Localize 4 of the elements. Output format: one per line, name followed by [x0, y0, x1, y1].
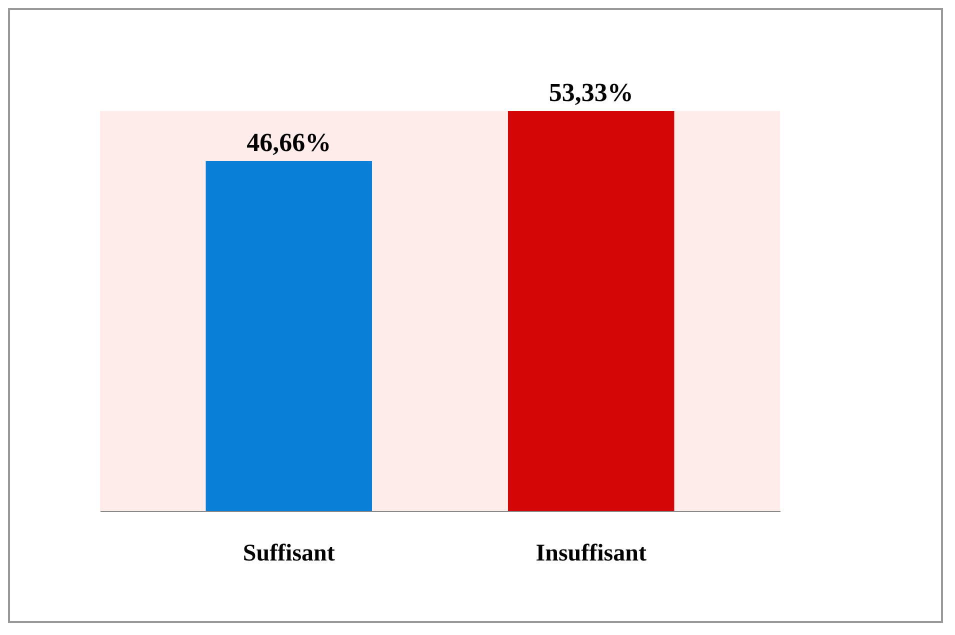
data-label: 46,66%: [246, 128, 332, 158]
x-tick-label: Suffisant: [242, 540, 335, 566]
data-label: 53,33%: [548, 78, 634, 107]
x-tick-label: Insuffisant: [536, 540, 646, 566]
